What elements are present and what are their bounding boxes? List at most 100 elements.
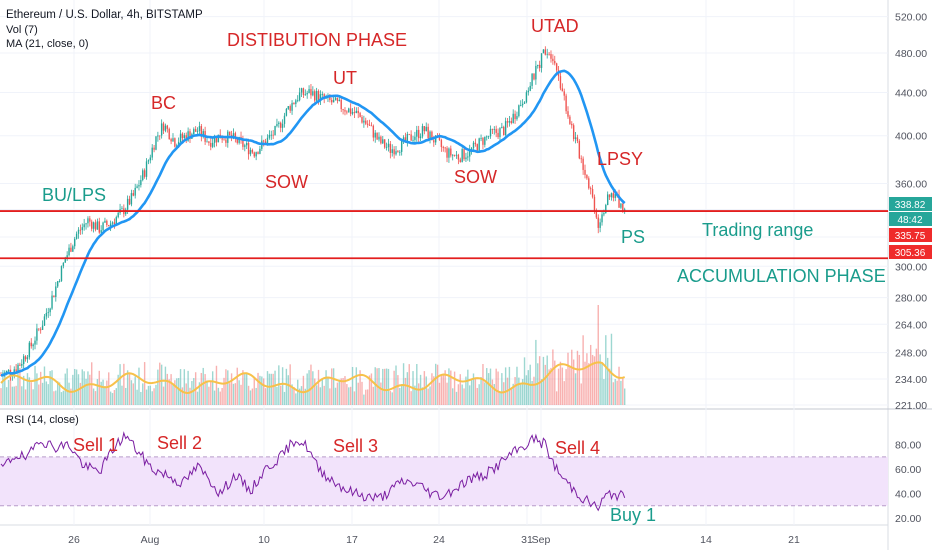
rsi-tick-label: 60.00 — [895, 464, 921, 476]
svg-text:338.82: 338.82 — [895, 200, 926, 211]
candle-body — [157, 135, 159, 137]
candle-body — [446, 148, 448, 158]
volume-bar — [276, 386, 278, 405]
volume-bar — [487, 373, 490, 405]
volume-bar — [569, 365, 571, 405]
volume-bar — [287, 375, 289, 405]
volume-bar — [433, 376, 435, 405]
candle-body — [223, 139, 225, 141]
candle-body — [480, 138, 482, 139]
candle-body — [111, 222, 114, 224]
volume-bar — [340, 378, 342, 405]
candle-body — [28, 342, 31, 358]
candle-body — [525, 92, 528, 103]
volume-bar — [469, 385, 471, 405]
volume-bar — [436, 364, 439, 405]
volume-bar — [126, 370, 129, 405]
volume-bar — [452, 388, 454, 405]
candle-body — [317, 90, 320, 102]
candle-body — [497, 132, 499, 138]
volume-bar — [179, 369, 182, 405]
volume-bar — [463, 388, 465, 405]
volume-bar — [247, 385, 250, 405]
candle-body — [32, 344, 34, 347]
candle-body — [601, 214, 603, 223]
volume-bar — [478, 384, 480, 405]
volume-bar — [387, 368, 390, 405]
candle-body — [472, 142, 475, 149]
volume-bar — [459, 374, 461, 405]
candle-body — [402, 137, 405, 141]
x-tick-label: 26 — [68, 534, 80, 546]
volume-bar — [563, 381, 565, 405]
volume-bar — [244, 373, 246, 405]
volume-bar — [111, 393, 114, 405]
volume-bar — [366, 389, 369, 405]
volume-bar — [525, 375, 528, 405]
volume-bar — [242, 370, 244, 405]
volume-bar — [74, 368, 76, 405]
candle-body — [130, 193, 133, 205]
candle-body — [259, 148, 261, 154]
volume-bar — [578, 354, 581, 405]
volume-bar — [166, 373, 169, 405]
volume-bar — [45, 381, 48, 405]
x-tick-label: 21 — [788, 534, 800, 546]
volume-bar — [259, 375, 261, 405]
volume-bar — [486, 368, 488, 405]
candle-body — [83, 224, 85, 228]
volume-bar — [501, 373, 503, 405]
candle-body — [314, 91, 316, 101]
candle-body — [395, 151, 397, 155]
candle-body — [348, 108, 350, 113]
volume-bar — [189, 387, 191, 405]
volume-bar — [438, 382, 441, 405]
volume-bar — [261, 376, 263, 405]
volume-bar — [584, 361, 586, 405]
candle-body — [79, 229, 82, 231]
candle-body — [225, 139, 227, 143]
candle-body — [172, 138, 174, 142]
volume-bar — [38, 384, 40, 405]
volume-bar — [567, 352, 569, 405]
candle-body — [142, 170, 144, 180]
volume-bar — [465, 376, 467, 405]
volume-bar — [493, 384, 495, 405]
candle-body — [315, 90, 318, 101]
volume-bar — [544, 364, 547, 405]
candle-body — [98, 221, 100, 233]
candle-body — [187, 131, 189, 141]
candle-body — [484, 136, 486, 145]
volume-bar — [24, 389, 27, 405]
candle-body — [550, 54, 552, 59]
candle-body — [410, 134, 412, 141]
volume-bar — [281, 367, 284, 405]
volume-bar — [321, 378, 323, 405]
candle-body — [228, 131, 231, 136]
candle-body — [41, 325, 44, 330]
volume-bar — [557, 368, 560, 405]
candle-body — [427, 126, 429, 139]
volume-bar — [26, 373, 29, 405]
volume-bar — [457, 384, 460, 405]
y-tick-label: 400.00 — [895, 131, 927, 143]
candle-body — [332, 99, 335, 103]
volume-bar — [221, 387, 223, 405]
volume-bar — [512, 383, 514, 405]
candle-body — [421, 126, 424, 137]
candle-body — [561, 88, 564, 92]
volume-bar — [395, 365, 397, 405]
volume-bar — [198, 382, 201, 405]
candle-body — [278, 122, 280, 125]
volume-bar — [285, 368, 288, 405]
candle-body — [143, 170, 146, 177]
volume-bar — [15, 385, 17, 405]
candle-body — [469, 149, 471, 157]
volume-bar — [60, 392, 63, 405]
candle-body — [355, 110, 358, 113]
candle-body — [552, 58, 554, 62]
volume-bar — [55, 390, 57, 405]
candle-body — [0, 375, 2, 376]
